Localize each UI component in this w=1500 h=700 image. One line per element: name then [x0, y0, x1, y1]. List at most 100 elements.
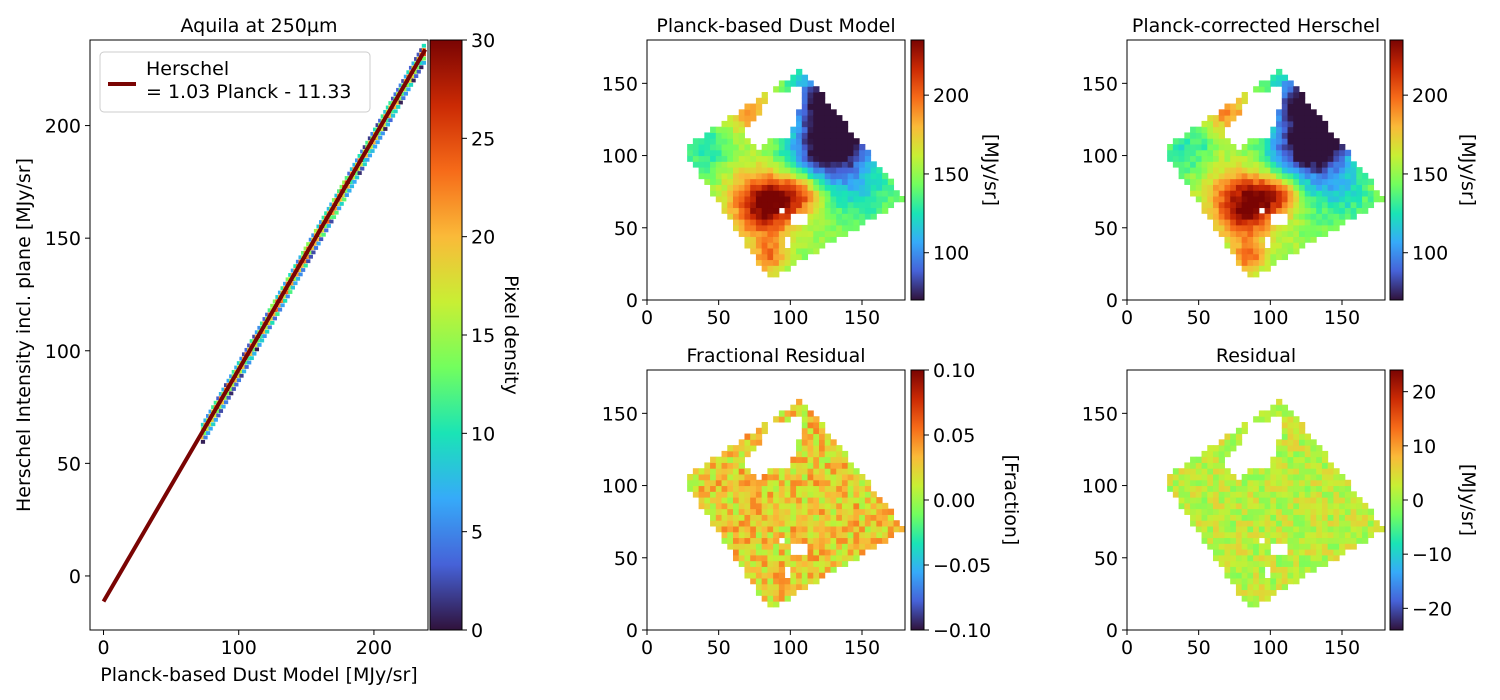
corrected-map-cell [1276, 167, 1283, 174]
residual-map-cell [1310, 474, 1317, 481]
residual-map-cell [1321, 479, 1329, 487]
corrected-map-cell [1304, 149, 1311, 157]
fracres-xtick-label: 150 [844, 637, 880, 659]
corrected-map-cell [1241, 236, 1248, 243]
corrected-map-cell [1247, 161, 1254, 168]
residual-map-cell [1178, 474, 1185, 481]
residual-xtick-label: 50 [1187, 637, 1211, 659]
dust-map-cell [733, 120, 740, 128]
scatter-ytick-label: 200 [45, 116, 81, 138]
residual-map-cell [1350, 520, 1357, 527]
fracres-map-cell [784, 479, 791, 487]
dust-map-cell [755, 219, 763, 226]
density-cell [344, 193, 349, 197]
density-cell [231, 369, 236, 374]
corrected-map-cell [1218, 144, 1225, 151]
dust-map-cell [704, 167, 711, 174]
residual-map-cell [1316, 456, 1323, 463]
residual-map-cell [1299, 422, 1306, 429]
corrected-map-cell [1316, 155, 1323, 162]
residual-map-cell [1321, 537, 1329, 544]
density-cell [388, 101, 393, 105]
fracres-map-cell [767, 479, 774, 487]
dust-map-cell [767, 236, 774, 243]
residual-map-cell [1299, 468, 1306, 475]
fracres-map-cell [767, 572, 774, 579]
fracres-map-cell [847, 491, 854, 498]
residual-map-cell [1293, 485, 1300, 492]
dust-map-cell [738, 201, 745, 209]
corrected-map-cell [1299, 236, 1306, 243]
corrected-map-cell [1321, 126, 1329, 133]
fracres-map-cell [807, 526, 814, 533]
residual-map-cell [1264, 508, 1271, 515]
residual-map-cell [1218, 491, 1225, 498]
dust-map-cell [733, 126, 740, 133]
corrected-map-cell [1344, 190, 1352, 197]
density-cell [226, 378, 231, 383]
fracres-map-cell [807, 578, 814, 585]
dust-map-cell [813, 196, 820, 203]
corrected-map-cell [1247, 265, 1254, 272]
dust-map-cell [761, 259, 768, 266]
corrected-map-cell [1207, 178, 1214, 185]
corrected-map-cell [1281, 92, 1289, 99]
dust-xtick-label: 100 [772, 307, 808, 329]
residual-map-cell [1293, 491, 1300, 498]
corrected-map-cell [1287, 172, 1294, 180]
corrected-map-cell [1287, 80, 1294, 87]
corrected-map-cell [1304, 126, 1311, 133]
residual-map-cell [1299, 526, 1306, 533]
fracres-map-cell [778, 497, 786, 504]
dust-map-cell [767, 167, 774, 174]
dust-map-cell [704, 172, 711, 180]
fracres-map-cell [727, 450, 734, 458]
density-cell [303, 259, 308, 264]
residual-map-cell [1339, 543, 1346, 550]
fracres-map-cell [750, 578, 757, 585]
residual-map-cell [1281, 427, 1289, 435]
corrected-map-cell [1172, 144, 1180, 151]
corrected-map-cell [1276, 74, 1283, 81]
residual-map-cell [1310, 502, 1317, 510]
residual-map-cell [1258, 578, 1266, 585]
corrected-map-cell [1184, 161, 1191, 168]
dust-map-cell [750, 167, 757, 174]
residual-map-cell [1241, 508, 1248, 515]
dust-map-cell [830, 138, 837, 145]
corrected-map-cell [1333, 155, 1340, 162]
residual-colorbar-tick-label: 0 [1412, 490, 1424, 512]
corrected-map-cell [1316, 190, 1323, 197]
residual-map-cell [1299, 439, 1306, 446]
corrected-map-cell [1207, 184, 1214, 191]
residual-map-cell [1281, 439, 1289, 446]
fracres-map-cell [733, 554, 740, 562]
fracres-map-cell [864, 491, 872, 498]
dust-map-cell [859, 167, 866, 174]
dust-map-cell [830, 201, 837, 209]
fracres-map-cell [750, 497, 757, 504]
corrected-map-cell [1201, 155, 1208, 162]
corrected-map-cell [1207, 138, 1214, 145]
fracres-map-cell [761, 497, 768, 504]
dust-map-cell [721, 167, 728, 174]
residual-map-cell [1310, 526, 1317, 533]
fracres-map-cell [796, 404, 803, 411]
residual-map-cell [1304, 566, 1311, 573]
density-cell [396, 100, 401, 105]
dust-colorbar-tick-label: 100 [933, 243, 969, 265]
residual-map-cell [1339, 479, 1346, 487]
fracres-map-cell [864, 531, 872, 539]
fracres-map-cell [790, 410, 797, 417]
corrected-map-cell [1264, 172, 1271, 180]
corrected-map-cell [1190, 126, 1197, 133]
corrected-map-cell [1327, 224, 1334, 232]
fracres-map-cell [801, 566, 809, 573]
corrected-map-cell [1195, 138, 1203, 145]
corrected-map-cell [1264, 230, 1271, 237]
fracres-map-cell [778, 578, 786, 585]
fracres-map-cell [853, 508, 860, 515]
fracres-map-cell [738, 514, 745, 521]
residual-map-cell [1247, 578, 1254, 585]
corrected-map-cell [1344, 178, 1352, 185]
